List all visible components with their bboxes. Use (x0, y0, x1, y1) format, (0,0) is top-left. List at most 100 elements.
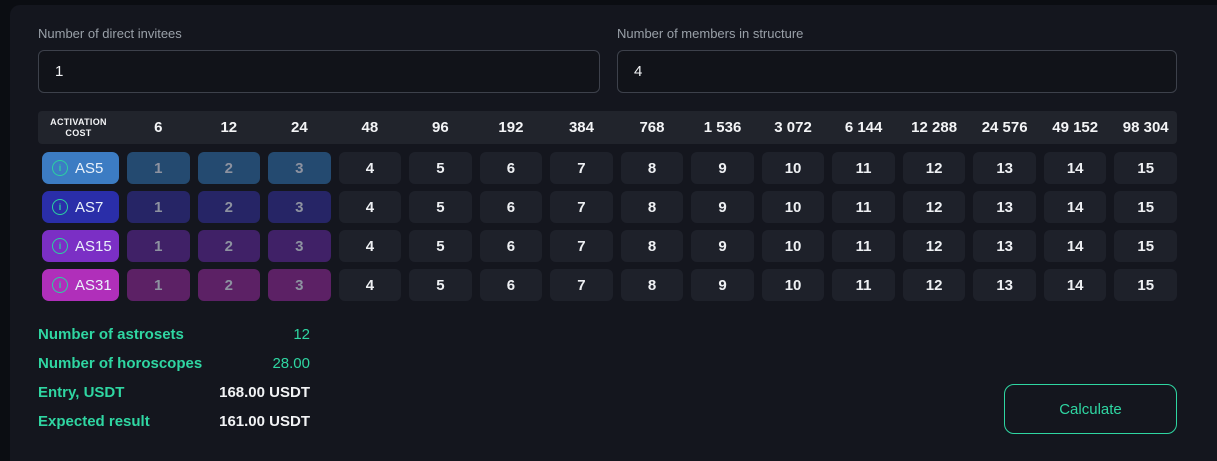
info-icon[interactable]: i (52, 277, 68, 293)
level-cell-as5-7[interactable]: 7 (550, 152, 613, 184)
table-rows: i AS5 1 2 3 4 5 6 7 8 9 10 11 12 13 14 15 i AS7 1 2 3 4 5 6 7 8 9 10… (38, 152, 1177, 301)
level-cell-as7-12[interactable]: 12 (902, 191, 966, 223)
level-cell-as7-13[interactable]: 13 (973, 191, 1036, 223)
column-header-96: 96 (432, 119, 449, 136)
level-cell-as5-8[interactable]: 8 (620, 152, 684, 184)
info-icon[interactable]: i (52, 238, 68, 254)
level-cell-as7-3[interactable]: 3 (268, 191, 331, 223)
summary-row: Entry, USDT 168.00 USDT (38, 384, 310, 401)
level-cell-as7-15[interactable]: 15 (1114, 191, 1177, 223)
column-header-12288: 12 288 (911, 119, 958, 136)
level-cell-as15-4[interactable]: 4 (338, 230, 402, 262)
info-icon[interactable]: i (52, 199, 68, 215)
direct-invitees-input[interactable] (38, 50, 600, 93)
level-cell-as5-11[interactable]: 11 (832, 152, 895, 184)
level-cell-as7-9[interactable]: 9 (691, 191, 754, 223)
level-cell-as15-12[interactable]: 12 (902, 230, 966, 262)
summary-section: Number of astrosets 12 Number of horoscope… (38, 326, 310, 430)
column-header-3072: 3 072 (774, 119, 812, 136)
direct-invitees-label: Number of direct invitees (38, 26, 182, 41)
level-cell-as7-1[interactable]: 1 (127, 191, 190, 223)
level-cell-as5-15[interactable]: 15 (1114, 152, 1177, 184)
activation-cost-corner-header: ACTIVATION COST (50, 116, 107, 138)
level-cell-as15-15[interactable]: 15 (1114, 230, 1177, 262)
direct-invitees-field: Number of direct invitees (38, 26, 600, 93)
level-cell-as31-4[interactable]: 4 (338, 269, 402, 301)
level-cell-as31-13[interactable]: 13 (973, 269, 1036, 301)
level-cell-as31-2[interactable]: 2 (197, 269, 261, 301)
tier-chip-as7[interactable]: i AS7 (42, 191, 119, 223)
level-cell-as5-10[interactable]: 10 (761, 152, 825, 184)
tier-chip-as15[interactable]: i AS15 (42, 230, 119, 262)
tier-chip-as5[interactable]: i AS5 (42, 152, 119, 184)
level-cell-as31-9[interactable]: 9 (691, 269, 754, 301)
level-cell-as7-14[interactable]: 14 (1043, 191, 1107, 223)
level-cell-as7-2[interactable]: 2 (197, 191, 261, 223)
members-in-structure-input[interactable] (617, 50, 1177, 93)
level-cell-as7-5[interactable]: 5 (409, 191, 472, 223)
level-cell-as15-13[interactable]: 13 (973, 230, 1036, 262)
level-cell-as5-1[interactable]: 1 (127, 152, 190, 184)
column-header-49152: 49 152 (1052, 119, 1099, 136)
level-cell-as15-5[interactable]: 5 (409, 230, 472, 262)
level-cell-as15-11[interactable]: 11 (832, 230, 895, 262)
column-header-12: 12 (220, 119, 238, 136)
level-cell-as15-6[interactable]: 6 (479, 230, 543, 262)
level-cell-as7-8[interactable]: 8 (620, 191, 684, 223)
column-header-48: 48 (361, 119, 379, 136)
level-cell-as15-8[interactable]: 8 (620, 230, 684, 262)
level-cell-as15-14[interactable]: 14 (1043, 230, 1107, 262)
level-cell-as7-4[interactable]: 4 (338, 191, 402, 223)
level-cell-as31-7[interactable]: 7 (550, 269, 613, 301)
column-header-98304: 98 304 (1122, 119, 1169, 136)
level-cell-as5-4[interactable]: 4 (338, 152, 402, 184)
level-cell-as15-3[interactable]: 3 (268, 230, 331, 262)
column-header-1536: 1 536 (703, 119, 742, 136)
level-cell-as5-13[interactable]: 13 (973, 152, 1036, 184)
tier-chip-as31[interactable]: i AS31 (42, 269, 119, 301)
level-cell-as7-10[interactable]: 10 (761, 191, 825, 223)
level-cell-as5-5[interactable]: 5 (409, 152, 472, 184)
level-cell-as15-9[interactable]: 9 (691, 230, 754, 262)
level-cell-as31-10[interactable]: 10 (761, 269, 825, 301)
level-cell-as5-9[interactable]: 9 (691, 152, 754, 184)
info-icon[interactable]: i (52, 160, 68, 176)
level-cell-as15-7[interactable]: 7 (550, 230, 613, 262)
level-cell-as7-11[interactable]: 11 (832, 191, 895, 223)
tier-label-as31: AS31 (75, 276, 112, 294)
table-header-row: ACTIVATION COST 6 12 24 48 96 192 384 768 1 536 3 … (38, 111, 1177, 144)
summary-value: 28.00 (272, 355, 310, 372)
level-cell-as5-3[interactable]: 3 (268, 152, 331, 184)
level-cell-as5-14[interactable]: 14 (1043, 152, 1107, 184)
summary-label: Entry, USDT (38, 384, 125, 401)
level-cell-as31-6[interactable]: 6 (479, 269, 543, 301)
level-cell-as31-3[interactable]: 3 (268, 269, 331, 301)
level-cell-as31-15[interactable]: 15 (1114, 269, 1177, 301)
column-header-192: 192 (498, 119, 524, 136)
level-cell-as31-12[interactable]: 12 (902, 269, 966, 301)
table-row-as7: i AS7 1 2 3 4 5 6 7 8 9 10 11 12 13 14 15 (38, 191, 1177, 223)
column-header-24576: 24 576 (981, 119, 1028, 136)
level-cell-as31-11[interactable]: 11 (832, 269, 895, 301)
level-cell-as31-5[interactable]: 5 (409, 269, 472, 301)
level-cell-as15-10[interactable]: 10 (761, 230, 825, 262)
tier-label-as7: AS7 (75, 198, 104, 216)
level-cell-as5-12[interactable]: 12 (902, 152, 966, 184)
summary-label: Number of astrosets (38, 326, 184, 343)
tier-label-as15: AS15 (75, 237, 112, 255)
level-cell-as5-6[interactable]: 6 (479, 152, 543, 184)
column-header-24: 24 (290, 119, 308, 136)
members-in-structure-field: Number of members in structure (617, 26, 1177, 93)
level-cell-as31-14[interactable]: 14 (1043, 269, 1107, 301)
level-cell-as15-2[interactable]: 2 (197, 230, 261, 262)
calculate-button[interactable]: Calculate (1004, 384, 1177, 434)
table-row-as31: i AS31 1 2 3 4 5 6 7 8 9 10 11 12 13 14 15 (38, 269, 1177, 301)
table-row-as5: i AS5 1 2 3 4 5 6 7 8 9 10 11 12 13 14 15 (38, 152, 1177, 184)
level-cell-as15-1[interactable]: 1 (127, 230, 190, 262)
level-cell-as31-1[interactable]: 1 (127, 269, 190, 301)
panel-content: Number of direct invitees Number of memb… (10, 5, 1217, 430)
level-cell-as5-2[interactable]: 2 (197, 152, 261, 184)
level-cell-as31-8[interactable]: 8 (620, 269, 684, 301)
level-cell-as7-6[interactable]: 6 (479, 191, 543, 223)
level-cell-as7-7[interactable]: 7 (550, 191, 613, 223)
